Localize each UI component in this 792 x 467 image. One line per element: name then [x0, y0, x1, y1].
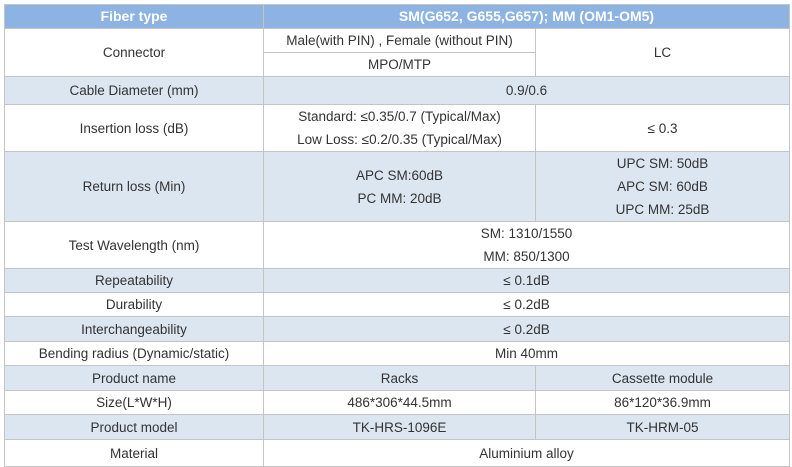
cell-value: APC SM:60dB PC MM: 20dB: [263, 151, 536, 222]
cell-value: 86*120*36.9mm: [534, 390, 791, 415]
row-label: Repeatability: [4, 268, 264, 293]
table-row-repeatability: Repeatability ≤ 0.1dB: [4, 268, 791, 293]
table-row-material: Material Aluminium alloy: [4, 439, 791, 467]
cell-value: 0.9/0.6: [262, 76, 791, 105]
cell-value: TK-HRM-05: [534, 414, 791, 440]
cell-line: Low Loss: ≤0.2/0.35 (Typical/Max): [297, 132, 502, 147]
cell-value: SM: 1310/1550 MM: 850/1300: [262, 221, 791, 269]
cell-value: Racks: [263, 365, 536, 391]
header-row: Fiber type SM(G652, G655,G657); MM (OM1-…: [4, 4, 791, 29]
table-row-interchangeability: Interchangeability ≤ 0.2dB: [4, 316, 791, 342]
row-label: Return loss (Min): [4, 151, 264, 222]
cell-value: MPO/MTP: [263, 52, 536, 77]
table-row-connector: Connector Male(with PIN) , Female (witho…: [4, 28, 791, 77]
spec-table: Fiber type SM(G652, G655,G657); MM (OM1-…: [4, 4, 791, 467]
table-row-insertion-loss: Insertion loss (dB) Standard: ≤0.35/0.7 …: [4, 104, 791, 152]
row-label: Product model: [4, 414, 264, 440]
table-row-size: Size(L*W*H) 486*306*44.5mm 86*120*36.9mm: [4, 390, 791, 415]
table-row-cable-diameter: Cable Diameter (mm) 0.9/0.6: [4, 76, 791, 105]
cell-line: UPC SM: 50dB: [616, 156, 709, 171]
cell-value: Aluminium alloy: [262, 439, 791, 467]
row-label: Test Wavelength (nm): [4, 221, 264, 269]
table-row-connector-sub: MPO/MTP: [5, 52, 790, 77]
cell-value: 486*306*44.5mm: [263, 390, 536, 415]
row-label: Product name: [4, 365, 264, 391]
cell-value: ≤ 0.1dB: [262, 268, 791, 293]
cell-value: Standard: ≤0.35/0.7 (Typical/Max) Low Lo…: [263, 104, 536, 152]
header-label: Fiber type: [4, 4, 264, 29]
cell-value: UPC SM: 50dB APC SM: 60dB UPC MM: 25dB: [534, 151, 791, 222]
row-label: Insertion loss (dB): [4, 104, 264, 152]
table-row-test-wavelength: Test Wavelength (nm) SM: 1310/1550 MM: 8…: [4, 221, 791, 269]
row-label: Connector: [4, 28, 264, 77]
cell-line: APC SM: 60dB: [617, 179, 708, 194]
cell-value: Min 40mm: [262, 341, 791, 366]
row-label: Bending radius (Dynamic/static): [4, 341, 264, 366]
row-label: Size(L*W*H): [4, 390, 264, 415]
table-row-bending-radius: Bending radius (Dynamic/static) Min 40mm: [4, 341, 791, 366]
table-row-durability: Durability ≤ 0.2dB: [4, 292, 791, 317]
cell-value: Male(with PIN) , Female (without PIN): [263, 28, 536, 53]
row-label: Material: [4, 439, 264, 467]
cell-line: PC MM: 20dB: [357, 190, 442, 206]
cell-line: UPC MM: 25dB: [615, 202, 710, 217]
header-value: SM(G652, G655,G657); MM (OM1-OM5): [262, 4, 791, 29]
row-label: Cable Diameter (mm): [4, 76, 264, 105]
cell-value: Cassette module: [534, 365, 791, 391]
row-label: Durability: [4, 292, 264, 317]
cell-value: ≤ 0.2dB: [262, 316, 791, 342]
table-row-product-name: Product name Racks Cassette module: [4, 365, 791, 391]
cell-value: TK-HRS-1096E: [263, 414, 536, 440]
cell-line: APC SM:60dB: [355, 167, 444, 183]
row-label: Interchangeability: [4, 316, 264, 342]
cell-line: SM: 1310/1550: [480, 226, 573, 241]
cell-value: ≤ 0.2dB: [262, 292, 791, 317]
cell-value: ≤ 0.3: [534, 104, 791, 152]
cell-line: MM: 850/1300: [483, 249, 570, 264]
cell-value: LC: [534, 28, 791, 77]
table-row-product-model: Product model TK-HRS-1096E TK-HRM-05: [4, 414, 791, 440]
table-row-return-loss: Return loss (Min) APC SM:60dB PC MM: 20d…: [4, 151, 791, 222]
cell-line: Standard: ≤0.35/0.7 (Typical/Max): [298, 109, 501, 124]
